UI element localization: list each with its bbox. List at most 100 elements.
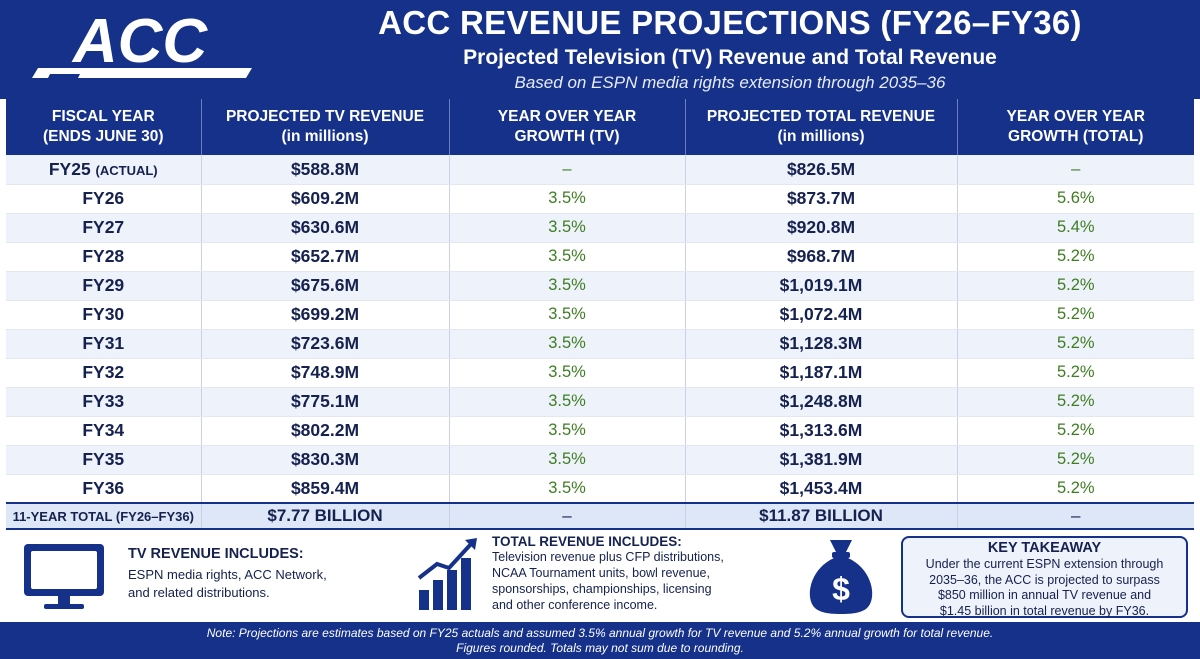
total-label: 11-YEAR TOTAL (FY26–FY36) <box>6 502 202 530</box>
cell-total-revenue: $1,381.9M <box>685 445 958 475</box>
page-subtitle-note: Based on ESPN media rights extension thr… <box>514 73 946 92</box>
cell-tv-growth: 3.5% <box>449 329 686 359</box>
cell-tv-revenue: $675.6M <box>201 271 450 301</box>
cell-tv-growth: 3.5% <box>449 213 686 243</box>
cell-tv-growth: 3.5% <box>449 242 686 272</box>
cell-tv-growth: – <box>449 155 686 185</box>
col-header-tv-growth: YEAR OVER YEAR GROWTH (TV) <box>449 99 686 155</box>
cell-total-revenue: $920.8M <box>685 213 958 243</box>
cell-fiscal-year: FY34 <box>6 416 202 446</box>
key-takeaway-heading: KEY TAKEAWAY <box>987 540 1102 556</box>
table-row: FY34 $802.2M 3.5% $1,313.6M 5.2% <box>6 416 1194 446</box>
table-row: FY33 $775.1M 3.5% $1,248.8M 5.2% <box>6 387 1194 417</box>
header-banner: ACC ACC REVENUE PROJECTIONS (FY26–FY36) … <box>0 0 1200 99</box>
svg-text:ACC: ACC <box>71 8 209 76</box>
cell-tv-revenue: $699.2M <box>201 300 450 330</box>
table-row: FY25 (ACTUAL) $588.8M – $826.5M – <box>6 155 1194 185</box>
col-header-tv-revenue: PROJECTED TV REVENUE (in millions) <box>201 99 450 155</box>
cell-total-growth: 5.2% <box>957 271 1194 301</box>
tv-revenue-description: ESPN media rights, ACC Network, and rela… <box>128 567 327 600</box>
cell-total-revenue: $1,453.4M <box>685 474 958 504</box>
cell-total-revenue: $826.5M <box>685 155 958 185</box>
cell-fiscal-year: FY27 <box>6 213 202 243</box>
cell-fiscal-year: FY33 <box>6 387 202 417</box>
key-takeaway-text: Under the current ESPN extension through… <box>925 557 1164 618</box>
table-row: FY27 $630.6M 3.5% $920.8M 5.4% <box>6 213 1194 243</box>
cell-tv-revenue: $859.4M <box>201 474 450 504</box>
col-header-total-revenue: PROJECTED TOTAL REVENUE (in millions) <box>685 99 958 155</box>
cell-tv-growth: 3.5% <box>449 300 686 330</box>
cell-total-growth: 5.6% <box>957 184 1194 214</box>
table-row: FY31 $723.6M 3.5% $1,128.3M 5.2% <box>6 329 1194 359</box>
cell-total-revenue: $1,313.6M <box>685 416 958 446</box>
cell-fiscal-year: FY35 <box>6 445 202 475</box>
cell-total-revenue: $1,019.1M <box>685 271 958 301</box>
revenue-table: FISCAL YEAR (ENDS JUNE 30) PROJECTED TV R… <box>6 99 1194 530</box>
cell-tv-growth: 3.5% <box>449 358 686 388</box>
table-row: FY32 $748.9M 3.5% $1,187.1M 5.2% <box>6 358 1194 388</box>
cell-total-growth: 5.2% <box>957 242 1194 272</box>
total-total-revenue: $11.87 BILLION <box>685 502 958 530</box>
table-body: FY25 (ACTUAL) $588.8M – $826.5M – FY26 $609.2M… <box>6 155 1194 530</box>
acc-logo: ACC <box>32 8 252 78</box>
cell-total-revenue: $968.7M <box>685 242 958 272</box>
total-row: 11-YEAR TOTAL (FY26–FY36) $7.77 BILLION … <box>6 502 1194 530</box>
cell-total-revenue: $1,128.3M <box>685 329 958 359</box>
footer-note-line2: Figures rounded. Totals may not sum due … <box>456 641 744 655</box>
bar-chart-growth-icon <box>417 538 477 610</box>
table-row: FY30 $699.2M 3.5% $1,072.4M 5.2% <box>6 300 1194 330</box>
cell-total-growth: 5.4% <box>957 213 1194 243</box>
revenue-table-container: FISCAL YEAR (ENDS JUNE 30) PROJECTED TV R… <box>6 99 1194 530</box>
cell-tv-revenue: $588.8M <box>201 155 450 185</box>
page-subtitle: Projected Television (TV) Revenue and To… <box>463 46 997 69</box>
table-row: FY26 $609.2M 3.5% $873.7M 5.6% <box>6 184 1194 214</box>
cell-total-revenue: $1,187.1M <box>685 358 958 388</box>
footer-note: Note: Projections are estimates based on… <box>0 622 1200 659</box>
table-row: FY36 $859.4M 3.5% $1,453.4M 5.2% <box>6 474 1194 504</box>
cell-tv-growth: 3.5% <box>449 184 686 214</box>
svg-text:$: $ <box>832 571 850 607</box>
cell-tv-revenue: $609.2M <box>201 184 450 214</box>
tv-revenue-heading: TV REVENUE INCLUDES: <box>128 546 304 562</box>
col-header-total-growth: YEAR OVER YEAR GROWTH (TOTAL) <box>957 99 1194 155</box>
cell-tv-revenue: $775.1M <box>201 387 450 417</box>
cell-fiscal-year: FY25 (ACTUAL) <box>6 155 202 185</box>
cell-tv-revenue: $748.9M <box>201 358 450 388</box>
cell-tv-revenue: $723.6M <box>201 329 450 359</box>
cell-fiscal-year: FY30 <box>6 300 202 330</box>
cell-total-growth: 5.2% <box>957 445 1194 475</box>
page-title: ACC REVENUE PROJECTIONS (FY26–FY36) <box>378 4 1082 41</box>
cell-fiscal-year: FY28 <box>6 242 202 272</box>
table-row: FY28 $652.7M 3.5% $968.7M 5.2% <box>6 242 1194 272</box>
cell-total-growth: 5.2% <box>957 474 1194 504</box>
footer-note-line1: Note: Projections are estimates based on… <box>206 626 994 640</box>
cell-tv-revenue: $630.6M <box>201 213 450 243</box>
cell-tv-growth: 3.5% <box>449 416 686 446</box>
cell-total-revenue: $873.7M <box>685 184 958 214</box>
tv-monitor-icon <box>24 544 104 609</box>
cell-total-growth: 5.2% <box>957 300 1194 330</box>
cell-total-growth: 5.2% <box>957 358 1194 388</box>
total-revenue-heading: TOTAL REVENUE INCLUDES: <box>492 534 682 549</box>
cell-total-revenue: $1,072.4M <box>685 300 958 330</box>
total-revenue-description: Television revenue plus CFP distribution… <box>492 550 724 612</box>
cell-total-growth: 5.2% <box>957 329 1194 359</box>
cell-tv-revenue: $830.3M <box>201 445 450 475</box>
info-section: TV REVENUE INCLUDES: ESPN media rights, … <box>0 530 1200 622</box>
cell-total-growth: 5.2% <box>957 416 1194 446</box>
total-total-growth: – <box>957 502 1194 530</box>
cell-tv-growth: 3.5% <box>449 387 686 417</box>
cell-tv-revenue: $652.7M <box>201 242 450 272</box>
cell-total-revenue: $1,248.8M <box>685 387 958 417</box>
table-row: FY35 $830.3M 3.5% $1,381.9M 5.2% <box>6 445 1194 475</box>
col-header-fiscal-year: FISCAL YEAR (ENDS JUNE 30) <box>6 99 202 155</box>
cell-total-growth: 5.2% <box>957 387 1194 417</box>
cell-fiscal-year: FY31 <box>6 329 202 359</box>
total-tv-growth: – <box>449 502 686 530</box>
cell-tv-growth: 3.5% <box>449 474 686 504</box>
key-takeaway-box: KEY TAKEAWAY Under the current ESPN exte… <box>901 536 1188 618</box>
cell-fiscal-year: FY32 <box>6 358 202 388</box>
cell-total-growth: – <box>957 155 1194 185</box>
cell-fiscal-year: FY36 <box>6 474 202 504</box>
cell-tv-revenue: $802.2M <box>201 416 450 446</box>
